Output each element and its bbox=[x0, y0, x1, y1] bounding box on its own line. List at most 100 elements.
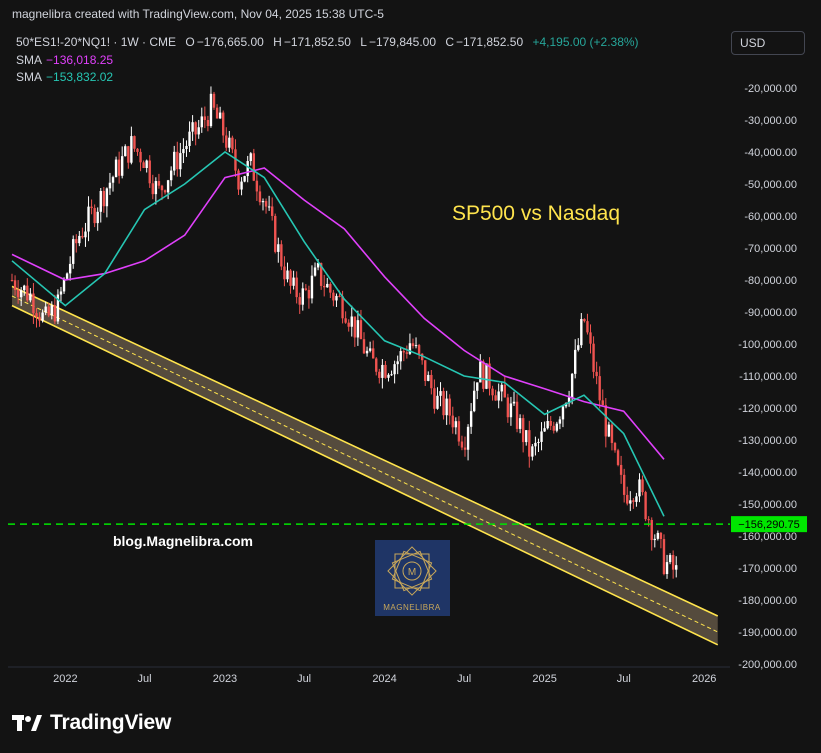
channel bbox=[11, 285, 719, 646]
candle-body bbox=[509, 403, 513, 418]
candle-body bbox=[534, 442, 537, 447]
candle-body bbox=[592, 343, 595, 372]
candle-body bbox=[439, 391, 442, 396]
candle-body bbox=[595, 371, 598, 377]
candle-body bbox=[604, 405, 608, 437]
candle-body bbox=[436, 395, 439, 409]
candle-body bbox=[38, 316, 41, 321]
candle-body bbox=[194, 122, 197, 135]
candle-body bbox=[26, 285, 29, 301]
x-tick-label: Jul bbox=[617, 673, 631, 685]
candle-body bbox=[460, 441, 464, 448]
symbol-legend[interactable]: 50*ES1!-20*NQ1! · 1W · CME O −176,665.00 … bbox=[16, 35, 639, 49]
candle-body bbox=[344, 318, 347, 323]
candle-body bbox=[90, 206, 93, 209]
candle-body bbox=[222, 112, 225, 136]
candle-body bbox=[574, 349, 577, 374]
candle-body bbox=[23, 285, 26, 291]
low-value: −179,845.00 bbox=[368, 35, 437, 49]
candle-body bbox=[44, 306, 47, 313]
candle-body bbox=[598, 376, 601, 401]
y-tick-label: -150,000.00 bbox=[738, 499, 797, 511]
candle-body bbox=[332, 292, 335, 301]
candle-body bbox=[197, 127, 200, 135]
candle-body bbox=[442, 391, 445, 416]
candle-body bbox=[215, 107, 219, 119]
candle-body bbox=[87, 206, 90, 232]
candle-body bbox=[206, 120, 210, 127]
candle-body bbox=[72, 239, 75, 264]
candle-body bbox=[387, 374, 390, 378]
tradingview-footer[interactable]: TradingView bbox=[12, 711, 171, 735]
candle-body bbox=[399, 351, 402, 362]
candle-body bbox=[641, 479, 644, 493]
sma-fast-name: SMA bbox=[16, 70, 43, 84]
y-tick-label: -130,000.00 bbox=[738, 435, 797, 447]
x-tick-label: 2022 bbox=[53, 673, 77, 685]
candle-body bbox=[482, 361, 485, 389]
open-label: O bbox=[185, 35, 195, 49]
candle-body bbox=[179, 153, 182, 170]
candle-body bbox=[577, 345, 580, 350]
sma-fast-legend[interactable]: SMA −153,832.02 bbox=[16, 70, 113, 84]
candle-body bbox=[433, 388, 436, 409]
sma-fast-line bbox=[11, 151, 665, 517]
candle-body bbox=[586, 321, 589, 333]
x-tick-label: Jul bbox=[297, 673, 311, 685]
logo-text: MAGNELIBRA bbox=[383, 603, 441, 612]
candle-body bbox=[188, 131, 191, 146]
candle-body bbox=[56, 294, 60, 322]
y-tick-label: -50,000.00 bbox=[744, 179, 797, 191]
candle-body bbox=[390, 374, 393, 376]
candle-body bbox=[653, 538, 656, 541]
candle-body bbox=[277, 244, 280, 252]
candle-body bbox=[521, 418, 525, 443]
candle-body bbox=[543, 428, 546, 432]
change-value: +4,195.00 (+2.38%) bbox=[532, 35, 639, 49]
candle-body bbox=[35, 313, 38, 317]
level-line: −156,290.75 bbox=[8, 516, 807, 533]
candle-body bbox=[500, 384, 503, 392]
candle-body bbox=[323, 285, 326, 288]
y-tick-label: -140,000.00 bbox=[738, 467, 797, 479]
candle-body bbox=[365, 350, 369, 354]
currency-button[interactable]: USD bbox=[731, 31, 805, 55]
candle-body bbox=[528, 430, 531, 457]
candle-body bbox=[240, 181, 243, 190]
candle-body bbox=[53, 305, 57, 322]
candle-body bbox=[258, 191, 262, 203]
candle-body bbox=[613, 442, 617, 451]
y-axis: -20,000.00 -30,000.00 -40,000.00 -50,000.00… bbox=[738, 83, 797, 671]
candle-body bbox=[378, 371, 381, 378]
candle-body bbox=[298, 297, 301, 305]
y-tick-label: -30,000.00 bbox=[744, 115, 797, 127]
channel-upper-line bbox=[11, 285, 719, 617]
candle-body bbox=[151, 183, 155, 195]
candle-body bbox=[665, 562, 669, 575]
candle-body bbox=[249, 153, 252, 162]
candle-body bbox=[356, 320, 360, 338]
sma-slow-legend[interactable]: SMA −136,018.25 bbox=[16, 53, 113, 67]
candle-body bbox=[561, 406, 565, 420]
candle-body bbox=[503, 384, 507, 398]
candle-body bbox=[626, 494, 629, 504]
candle-body bbox=[491, 388, 494, 396]
candle-body bbox=[243, 176, 246, 182]
candle-body bbox=[99, 190, 102, 212]
candle-body bbox=[476, 382, 479, 391]
candle-body bbox=[173, 151, 176, 171]
candle-body bbox=[218, 112, 222, 119]
sma-slow-name: SMA bbox=[16, 53, 43, 67]
y-tick-label: -20,000.00 bbox=[744, 83, 797, 95]
candle-body bbox=[47, 306, 50, 316]
candle-body bbox=[420, 353, 424, 361]
candle-body bbox=[558, 419, 562, 424]
candle-body bbox=[93, 208, 96, 224]
channel-mid-line bbox=[11, 295, 718, 633]
candle-body bbox=[19, 290, 23, 298]
candle-body bbox=[570, 373, 574, 398]
candle-body bbox=[127, 146, 130, 163]
candle-body bbox=[326, 283, 329, 288]
candle-body bbox=[32, 293, 35, 314]
